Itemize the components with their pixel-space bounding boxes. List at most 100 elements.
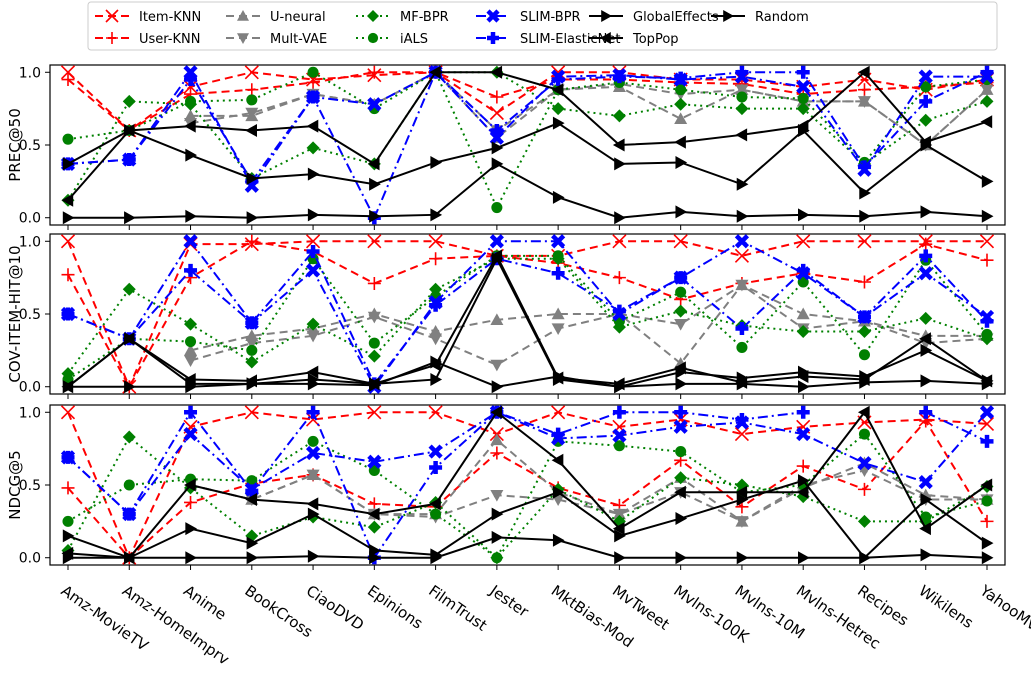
legend-marker xyxy=(487,32,499,44)
data-point xyxy=(552,485,565,499)
data-point xyxy=(60,234,76,249)
data-point xyxy=(918,69,933,84)
series-line xyxy=(67,410,804,560)
data-point xyxy=(797,276,809,288)
x-tick-label: Epinions xyxy=(364,582,426,633)
data-point xyxy=(61,307,75,321)
data-point xyxy=(62,157,75,171)
data-point xyxy=(245,493,257,507)
data-point xyxy=(183,65,198,80)
series xyxy=(62,116,994,200)
data-point xyxy=(920,81,932,93)
data-point xyxy=(369,209,381,223)
panel: 0.0 0.5 1.0 NDCG@5 xyxy=(6,404,1006,570)
data-point xyxy=(245,337,259,350)
data-point xyxy=(796,65,810,79)
data-point xyxy=(674,471,688,485)
data-point xyxy=(184,73,198,87)
data-point xyxy=(980,253,994,267)
data-point xyxy=(122,332,135,346)
data-point xyxy=(62,515,74,527)
data-point xyxy=(124,551,136,565)
data-point xyxy=(491,380,504,394)
data-point xyxy=(980,434,994,448)
data-point xyxy=(61,268,75,282)
data-point xyxy=(734,427,749,442)
data-point xyxy=(614,529,626,543)
data-point xyxy=(246,344,258,356)
data-point xyxy=(919,135,931,149)
series-line xyxy=(67,410,988,559)
data-point xyxy=(367,520,381,534)
data-point xyxy=(307,507,320,521)
x-tick-label: Amz-HomeImprv xyxy=(119,582,233,669)
data-point xyxy=(306,469,320,482)
data-point xyxy=(245,355,259,369)
data-point xyxy=(919,249,933,263)
data-point xyxy=(613,440,625,452)
series-line xyxy=(68,536,988,559)
data-point xyxy=(675,511,688,525)
data-point xyxy=(919,113,933,127)
data-point xyxy=(489,130,504,145)
legend-marker xyxy=(237,33,249,44)
data-point xyxy=(980,84,994,97)
data-point xyxy=(183,427,198,442)
data-point xyxy=(122,282,136,296)
data-point xyxy=(798,474,810,488)
data-point xyxy=(246,551,259,565)
data-point xyxy=(306,412,321,427)
data-point xyxy=(123,479,135,491)
legend-label: Item-KNN xyxy=(139,10,201,25)
data-point xyxy=(551,266,565,280)
data-point xyxy=(429,252,443,266)
data-point xyxy=(918,475,933,490)
data-point xyxy=(857,96,871,108)
data-point xyxy=(612,508,626,521)
data-point xyxy=(858,349,870,361)
data-point xyxy=(612,70,626,84)
data-point xyxy=(674,97,688,111)
legend-label: MF-BPR xyxy=(400,10,449,25)
y-tick-label: 0.5 xyxy=(19,138,41,154)
data-point xyxy=(430,551,443,565)
data-point xyxy=(61,450,75,464)
data-point xyxy=(184,372,196,386)
data-point xyxy=(674,361,686,375)
series-line xyxy=(925,411,988,443)
data-point xyxy=(306,317,320,331)
data-point xyxy=(857,324,871,338)
data-point xyxy=(552,116,565,130)
data-point xyxy=(428,405,443,420)
x-tick-label: Wikilens xyxy=(915,582,976,633)
data-point xyxy=(306,497,319,511)
data-point xyxy=(980,478,993,492)
data-point xyxy=(184,317,198,331)
legend-label: GlobalEffects xyxy=(633,10,719,25)
data-point xyxy=(859,375,871,389)
legend-marker xyxy=(237,10,249,21)
data-point xyxy=(245,484,259,498)
panel: 0.0 0.5 1.0 PREC@50 xyxy=(6,64,1006,230)
data-point xyxy=(306,75,320,89)
data-point xyxy=(491,141,504,155)
data-point xyxy=(551,323,565,336)
data-point xyxy=(857,405,870,419)
y-tick-label: 1.0 xyxy=(19,234,41,250)
legend-item: Mult-VAE xyxy=(226,32,327,47)
data-point xyxy=(185,551,198,565)
series xyxy=(62,530,994,565)
data-point xyxy=(979,234,995,249)
data-point xyxy=(184,495,198,509)
data-point xyxy=(674,485,686,499)
data-point xyxy=(979,405,995,420)
data-point xyxy=(918,266,933,281)
data-point xyxy=(796,102,810,116)
series-line xyxy=(190,438,988,523)
series-line xyxy=(67,122,988,195)
y-tick-label: 1.0 xyxy=(19,405,41,421)
data-point xyxy=(122,123,135,137)
data-point xyxy=(306,330,320,343)
series-line xyxy=(67,257,988,375)
